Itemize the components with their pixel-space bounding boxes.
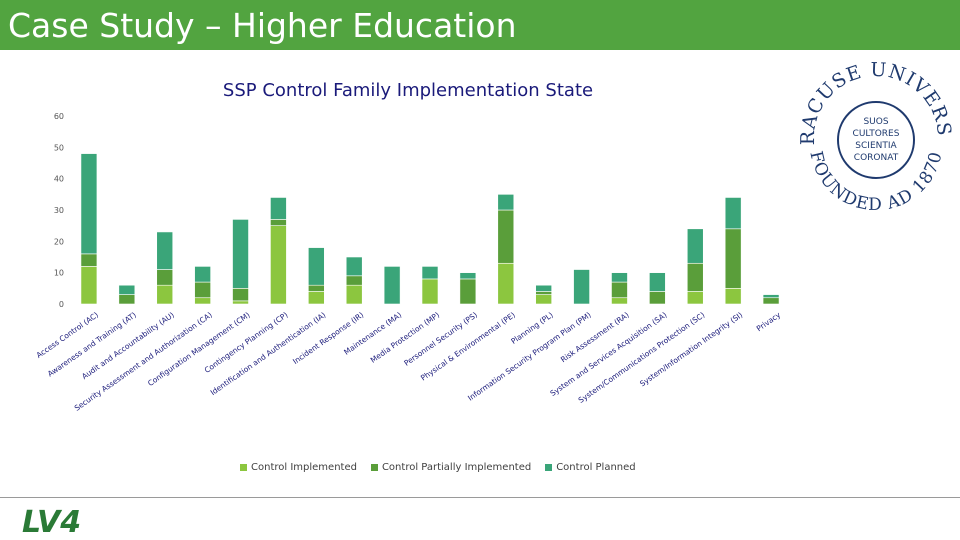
bar-16-2 [686,228,704,264]
bar-4-1 [232,288,249,302]
y-tick-label-5: 50 [54,143,64,152]
legend-item-1: Control Partially Implemented [370,462,532,473]
header-bar: Case Study – Higher Education [0,0,960,50]
lv4-logo-text: LV4 [22,505,81,538]
bar-13-2 [573,269,590,305]
bar-9-0 [421,278,439,305]
legend-label-2: Control Planned [556,462,636,473]
bar-1-2 [118,284,136,295]
bar-17-1 [724,228,742,289]
bar-18-1 [762,297,780,305]
legend-label-0: Control Implemented [251,462,357,473]
y-tick-label-2: 20 [54,237,64,246]
legend-item-0: Control Implemented [240,462,357,473]
bar-17-0 [724,288,742,305]
bar-3-2 [194,266,211,283]
seal-motto-4: CORONAT [854,153,899,163]
syracuse-university-seal: SYRACUSE UNIVERSITY FOUNDED AD 1870 SUOS… [796,52,954,215]
bar-11-0 [497,262,515,305]
chart-title: SSP Control Family Implementation State [222,80,594,101]
bar-14-0 [611,297,628,305]
bar-6-2 [308,247,325,286]
y-tick-label-4: 40 [54,175,64,184]
slide-title: Case Study – Higher Education [8,6,517,45]
bar-4-2 [232,219,249,289]
bar-16-1 [686,262,704,292]
x-tick-label-7: Incident Response (IR) [291,310,365,366]
bar-0-0 [80,266,98,305]
x-tick-label-0: Access Control (AC) [35,310,101,360]
legend-item-2: Control Planned [545,462,636,473]
x-tick-label-18: Privacy [755,310,783,333]
seal-inner-ring [837,101,915,179]
bar-14-1 [611,281,628,299]
chart-legend: Control Implemented Control Partially Imp… [240,462,660,473]
bar-0-2 [80,153,98,255]
legend-label-1: Control Partially Implemented [381,462,532,473]
bar-11-1 [497,209,515,264]
bar-2-2 [156,231,174,270]
bar-16-0 [686,291,704,305]
bar-5-1 [270,219,287,226]
bar-17-2 [724,197,742,230]
seal-motto-2: CULTORES [853,129,900,139]
footer-divider [0,497,960,498]
legend-swatch-0 [240,464,247,471]
legend-swatch-2 [545,464,553,471]
bar-2-1 [156,269,174,286]
lv4-logo: LV4 [22,505,81,538]
x-tick-label-14: Risk Assessment (RA) [559,310,631,364]
bar-18-2 [762,294,780,299]
bar-7-1 [345,275,363,286]
bar-0-1 [80,253,98,267]
bar-1-1 [118,294,136,305]
bar-15-1 [649,291,666,305]
y-tick-label-6: 60 [54,112,64,121]
seal-motto-3: SCIENTIA [855,141,897,151]
y-tick-label-3: 30 [54,206,64,215]
bar-6-0 [308,291,325,305]
bar-5-0 [270,225,287,305]
bar-14-2 [611,272,628,283]
seal-motto-1: SUOS [863,117,888,127]
bar-12-2 [535,284,552,292]
y-tick-label-0: 0 [59,300,64,309]
bar-6-1 [308,284,325,292]
bar-5-2 [270,197,287,220]
bar-15-2 [649,272,666,292]
bar-2-0 [156,284,174,305]
legend-swatch-1 [370,464,378,471]
bar-12-1 [535,291,552,295]
x-tick-label-3: Security Assessment and Authorization (C… [73,310,214,413]
bar-9-2 [421,266,439,280]
bar-4-0 [232,300,249,305]
bar-11-2 [497,194,515,211]
bar-3-0 [194,297,211,305]
bar-10-2 [459,272,477,280]
bar-7-2 [345,256,363,277]
y-tick-label-1: 10 [54,269,64,278]
bar-8-2 [383,266,401,305]
bar-10-1 [459,278,477,305]
bar-12-0 [535,294,552,305]
x-tick-label-9: Media Protection (MP) [369,310,441,364]
bar-7-0 [345,284,363,305]
bar-3-1 [194,281,211,299]
